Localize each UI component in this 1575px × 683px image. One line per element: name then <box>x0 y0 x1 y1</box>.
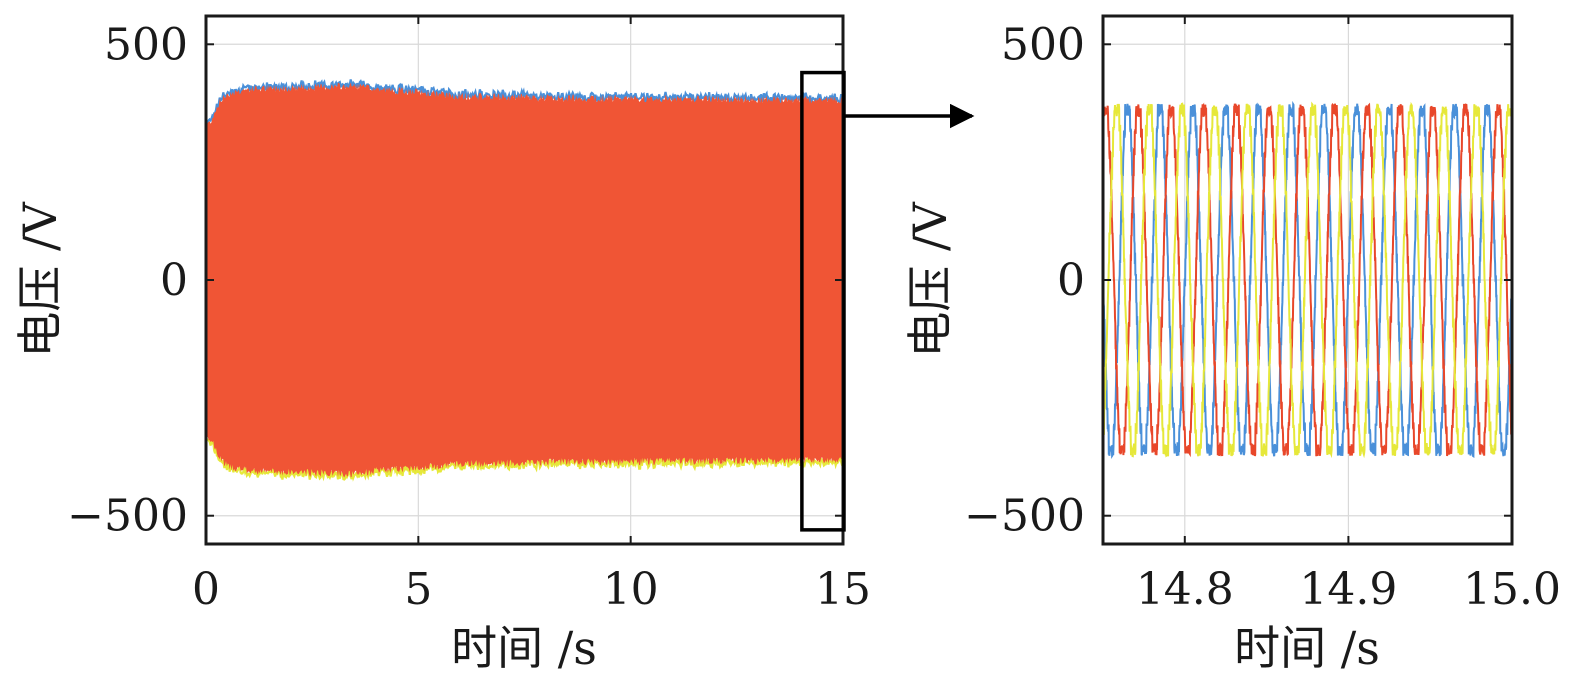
zoomed-y-axis-label: 电压 /V <box>903 202 957 358</box>
overview-phase-a-edge <box>206 79 843 126</box>
x-tick-label: 14.8 <box>1136 564 1234 615</box>
zoomed-y-tick-labels: −500 0 500 <box>964 19 1085 541</box>
zoomed-tick-marks <box>1103 16 1513 544</box>
x-tick-label: 14.9 <box>1299 564 1397 615</box>
y-tick-label: 500 <box>1001 19 1085 70</box>
y-tick-label: 0 <box>160 255 188 306</box>
x-tick-label: 10 <box>603 564 659 615</box>
x-tick-label: 15.0 <box>1463 564 1561 615</box>
overview-y-axis-label: 电压 /V <box>13 202 67 358</box>
y-tick-label: 500 <box>104 19 188 70</box>
zoomed-chart: 14.8 14.9 15.0 −500 0 500 时间 /s 电压 /V <box>903 14 1561 675</box>
y-tick-label: 0 <box>1057 255 1085 306</box>
x-tick-label: 5 <box>404 564 432 615</box>
zoomed-x-tick-labels: 14.8 14.9 15.0 <box>1136 564 1561 615</box>
overview-plot-area <box>206 79 843 482</box>
overview-x-axis-label: 时间 /s <box>451 621 597 675</box>
zoomed-grid <box>1103 16 1513 544</box>
overview-voltage-envelope <box>206 82 843 478</box>
x-tick-label: 0 <box>192 564 220 615</box>
zoomed-plot-area <box>1103 100 1512 459</box>
overview-x-tick-labels: 0 5 10 15 <box>192 564 871 615</box>
zoomed-x-axis-label: 时间 /s <box>1234 621 1380 675</box>
y-tick-label: −500 <box>67 491 188 542</box>
zoom-region-box <box>800 70 846 532</box>
x-tick-label: 15 <box>815 564 871 615</box>
overview-tick-marks <box>205 16 844 544</box>
zoomed-series-line-phase-c <box>1103 101 1512 459</box>
y-tick-label: −500 <box>964 491 1085 542</box>
overview-y-tick-labels: −500 0 500 <box>67 19 188 541</box>
